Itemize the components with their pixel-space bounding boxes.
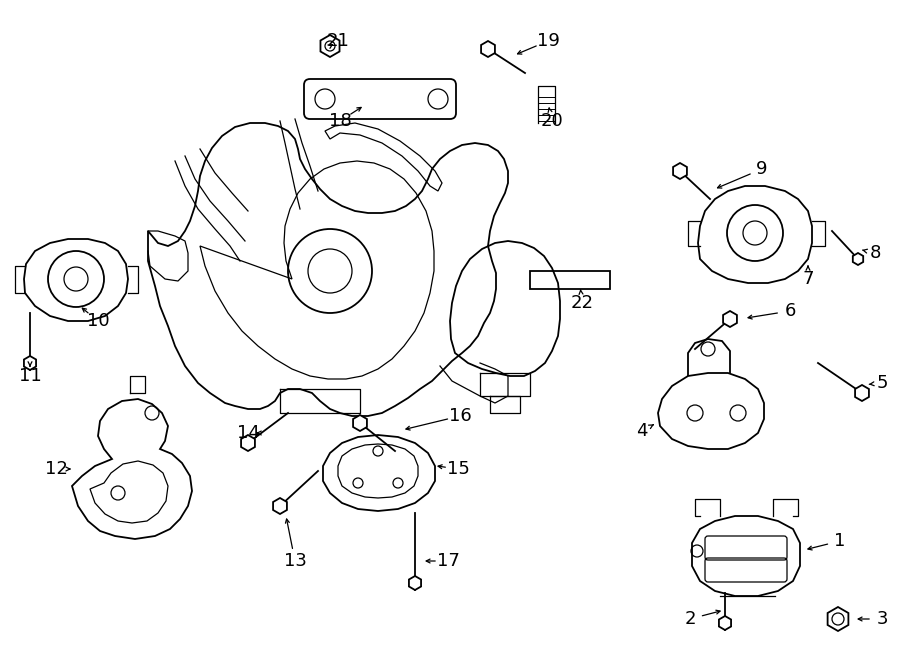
Text: 3: 3 [877,610,887,628]
Polygon shape [241,435,255,451]
Text: 5: 5 [877,374,887,392]
Text: 4: 4 [636,422,648,440]
Text: 16: 16 [448,407,472,425]
Text: 6: 6 [784,302,796,320]
Polygon shape [853,253,863,265]
Text: 2: 2 [684,610,696,628]
Text: 9: 9 [756,160,768,178]
Polygon shape [273,498,287,514]
Text: 11: 11 [19,367,41,385]
Text: 20: 20 [541,112,563,130]
Text: 8: 8 [869,244,881,262]
Text: 15: 15 [446,460,470,478]
Polygon shape [673,163,687,179]
Text: 12: 12 [45,460,68,478]
Text: 1: 1 [834,532,846,550]
Text: 21: 21 [327,32,349,50]
Polygon shape [719,616,731,630]
Text: 13: 13 [284,552,306,570]
Text: 19: 19 [536,32,560,50]
Text: 17: 17 [436,552,459,570]
Text: 10: 10 [86,312,109,330]
Polygon shape [723,311,737,327]
Polygon shape [409,576,421,590]
Polygon shape [24,356,36,370]
Text: 22: 22 [571,294,593,312]
Polygon shape [353,415,367,431]
Polygon shape [855,385,868,401]
Polygon shape [482,41,495,57]
Text: 7: 7 [802,270,814,288]
Text: 14: 14 [237,424,259,442]
Text: 18: 18 [328,112,351,130]
